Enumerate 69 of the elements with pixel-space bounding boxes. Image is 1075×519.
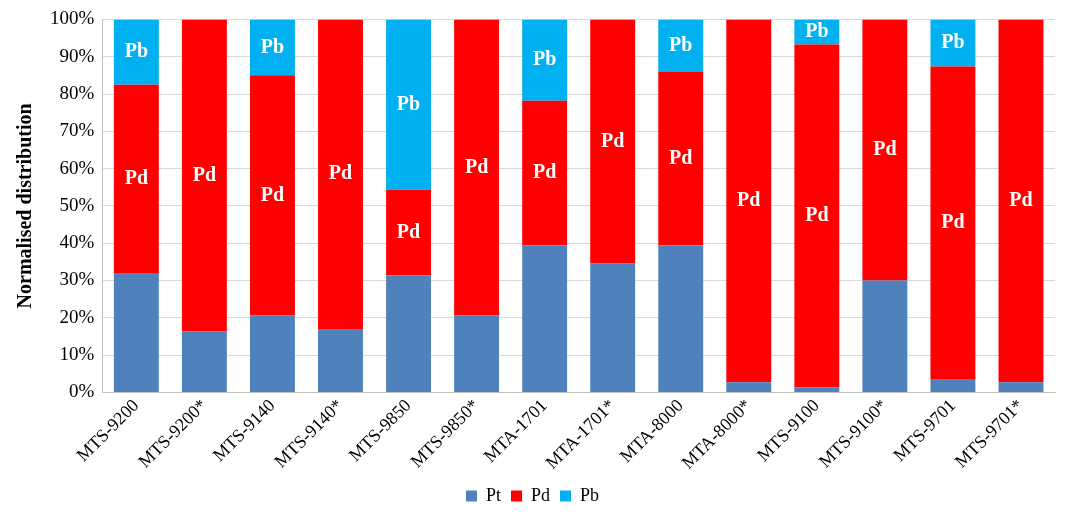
data-label: Pd xyxy=(873,137,897,160)
y-tick-label: 30% xyxy=(59,268,95,290)
bar xyxy=(386,19,431,190)
legend-label: Pd xyxy=(531,484,551,505)
bar xyxy=(998,382,1044,392)
y-tick-label: 70% xyxy=(59,119,95,141)
bar xyxy=(522,245,568,392)
data-label: Pd xyxy=(260,182,285,205)
y-tick-label: 60% xyxy=(59,156,95,178)
bar xyxy=(181,19,227,332)
bar xyxy=(522,100,568,246)
bar xyxy=(522,19,568,101)
bar xyxy=(794,387,840,392)
legend-label: Pb xyxy=(580,484,600,505)
bar xyxy=(726,19,772,383)
bar xyxy=(318,328,363,392)
bar xyxy=(386,189,431,276)
data-label: Pd xyxy=(669,145,693,168)
bar xyxy=(113,19,159,85)
data-label: Pd xyxy=(532,160,557,183)
y-axis-title: Normalised distribution xyxy=(13,103,36,309)
y-tick-label: 10% xyxy=(59,343,95,365)
bar xyxy=(454,315,500,392)
data-label: Pb xyxy=(396,91,421,114)
y-tick-label: 80% xyxy=(59,81,95,103)
bar xyxy=(249,19,295,76)
bar xyxy=(862,280,908,392)
data-label: Pb xyxy=(124,39,149,62)
data-label: Pd xyxy=(192,162,217,185)
data-label: Pb xyxy=(805,19,829,42)
data-label: Pd xyxy=(328,161,353,184)
bar xyxy=(726,382,772,392)
bar xyxy=(454,19,500,316)
bar xyxy=(318,19,363,329)
y-tick-label: 90% xyxy=(59,44,95,66)
data-label: Pd xyxy=(601,128,625,151)
y-tick-label: 50% xyxy=(59,193,95,215)
y-tick-label: 40% xyxy=(59,231,95,253)
bar xyxy=(658,19,704,72)
bar xyxy=(862,19,908,281)
data-label: Pd xyxy=(1009,188,1033,211)
bar xyxy=(998,19,1044,383)
bar xyxy=(590,19,636,264)
bar xyxy=(249,315,295,392)
bar xyxy=(658,245,704,392)
data-label: Pb xyxy=(532,47,557,70)
legend-label: Pt xyxy=(485,484,501,505)
y-tick-label: 0% xyxy=(69,380,95,402)
data-label: Pd xyxy=(124,166,149,189)
data-label: Pd xyxy=(805,202,829,225)
data-label: Pd xyxy=(737,188,761,211)
data-label: Pd xyxy=(396,219,421,242)
bar xyxy=(590,263,636,392)
bar xyxy=(113,84,159,274)
bar xyxy=(386,275,431,392)
bar xyxy=(794,44,840,388)
data-label: Pd xyxy=(464,154,489,177)
bar xyxy=(113,273,159,392)
bar xyxy=(930,379,976,392)
bar xyxy=(658,71,704,246)
bar xyxy=(930,66,976,380)
y-tick-label: 20% xyxy=(59,305,95,327)
bar xyxy=(181,331,227,392)
bar xyxy=(249,75,295,316)
data-label: Pb xyxy=(260,34,285,57)
data-label: Pd xyxy=(941,210,965,233)
data-label: Pb xyxy=(669,32,693,55)
y-tick-label: 100% xyxy=(50,7,95,29)
data-label: Pb xyxy=(941,30,965,53)
